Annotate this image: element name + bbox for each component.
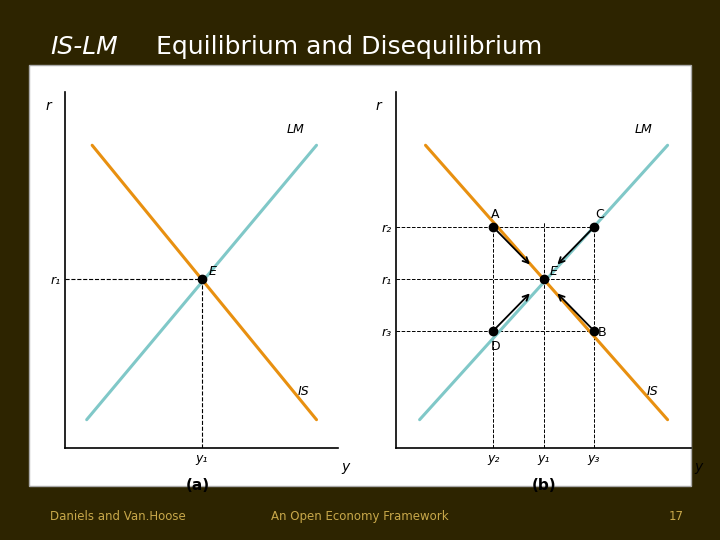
Text: y: y xyxy=(341,461,349,474)
Text: r: r xyxy=(45,99,51,113)
Text: A: A xyxy=(490,208,499,221)
Text: (a): (a) xyxy=(186,478,210,493)
Text: Daniels and Van.Hoose: Daniels and Van.Hoose xyxy=(50,510,186,523)
Text: IS: IS xyxy=(297,384,309,398)
Text: IS-LM: IS-LM xyxy=(50,35,118,59)
Text: y: y xyxy=(694,461,703,474)
Text: 17: 17 xyxy=(669,510,684,523)
Text: B: B xyxy=(598,326,607,339)
Text: E: E xyxy=(549,265,557,278)
Text: An Open Economy Framework: An Open Economy Framework xyxy=(271,510,449,523)
Text: (b): (b) xyxy=(531,478,556,493)
Text: LM: LM xyxy=(287,123,304,136)
Text: r: r xyxy=(375,99,381,113)
Text: LM: LM xyxy=(635,123,653,136)
Text: C: C xyxy=(595,208,604,221)
Text: D: D xyxy=(490,340,500,353)
Text: IS: IS xyxy=(647,384,659,398)
Text: Equilibrium and Disequilibrium: Equilibrium and Disequilibrium xyxy=(140,35,543,59)
Text: E: E xyxy=(209,265,216,278)
